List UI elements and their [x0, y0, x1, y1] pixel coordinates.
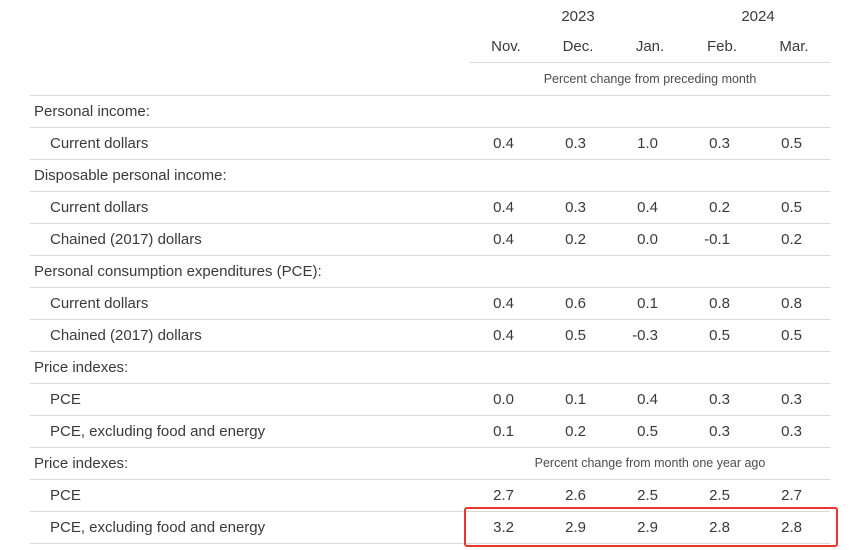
value-cell: -0.3	[614, 319, 686, 352]
value-cell: 2.8	[758, 511, 830, 544]
col-header-nov: Nov.	[470, 32, 542, 63]
value-cell: 1.0	[614, 127, 686, 160]
data-row: PCE, excluding food and energy 3.2 2.9 2.9 2…	[30, 511, 830, 544]
month-header-row: Nov. Dec. Jan. Feb. Mar.	[30, 32, 830, 63]
row-label: Current dollars	[30, 127, 470, 160]
row-label: PCE, excluding food and energy	[30, 415, 470, 448]
row-label: Chained (2017) dollars	[30, 319, 470, 352]
value-cell: 2.6	[542, 479, 614, 512]
header-stub	[30, 32, 470, 62]
value-cell: 2.5	[614, 479, 686, 512]
value-cell: 0.1	[542, 383, 614, 416]
value-cell: 0.5	[614, 415, 686, 448]
section-row: Personal income:	[30, 95, 830, 128]
value-cell: 2.7	[470, 479, 542, 512]
data-row: PCE, excluding food and energy 0.1 0.2 0.5 0…	[30, 415, 830, 448]
header-stub	[30, 62, 470, 96]
year-header-row: 2023 2024	[30, 0, 830, 32]
value-cell: 0.2	[758, 223, 830, 256]
data-row: Current dollars 0.4 0.3 0.4 0.2 0.5	[30, 191, 830, 224]
value-cell: 0.2	[542, 223, 614, 256]
value-cell: 0.4	[614, 191, 686, 224]
header-stub	[30, 0, 470, 32]
row-label: PCE	[30, 479, 470, 512]
row-label: Current dollars	[30, 287, 470, 320]
section-row: Personal consumption expenditures (PCE):	[30, 255, 830, 288]
section-label: Price indexes:	[30, 447, 470, 480]
value-cell: 0.5	[758, 127, 830, 160]
section-row: Disposable personal income:	[30, 159, 830, 192]
year-2023-label: 2023	[561, 7, 595, 25]
value-cell: 0.0	[614, 223, 686, 256]
value-cell: 0.3	[686, 415, 758, 448]
row-label: PCE	[30, 383, 470, 416]
units-note: Percent change from preceding month	[470, 62, 830, 96]
header-spacer	[470, 0, 542, 32]
value-cell: 0.3	[758, 415, 830, 448]
units-note-row: Percent change from preceding month	[30, 62, 830, 96]
section-label: Personal income:	[30, 95, 470, 128]
empty-span-cell	[470, 255, 830, 288]
value-cell: 0.1	[470, 415, 542, 448]
data-row: Chained (2017) dollars 0.4 0.2 0.0 -0.1 0.2	[30, 223, 830, 256]
data-row: PCE 2.7 2.6 2.5 2.5 2.7	[30, 479, 830, 512]
value-cell: 2.9	[542, 511, 614, 544]
value-cell: 0.3	[542, 127, 614, 160]
value-cell: 2.7	[758, 479, 830, 512]
table-body: Personal income: Current dollars 0.4 0.3 1.0…	[30, 95, 830, 544]
data-row: PCE 0.0 0.1 0.4 0.3 0.3	[30, 383, 830, 416]
value-cell: 0.6	[542, 287, 614, 320]
value-cell: 0.8	[686, 287, 758, 320]
value-cell: 0.5	[758, 319, 830, 352]
section-label: Price indexes:	[30, 351, 470, 384]
value-cell: 0.3	[542, 191, 614, 224]
data-row: Current dollars 0.4 0.3 1.0 0.3 0.5	[30, 127, 830, 160]
personal-income-outlays-table: 2023 2024 Nov. Dec. Jan. Feb. Mar. Perce…	[30, 0, 830, 544]
row-label: PCE, excluding food and energy	[30, 511, 470, 544]
value-cell: 0.3	[686, 127, 758, 160]
value-cell: 2.8	[686, 511, 758, 544]
value-cell: 0.4	[614, 383, 686, 416]
units-note-inline: Percent change from month one year ago	[470, 447, 830, 480]
empty-span-cell	[470, 95, 830, 128]
year-2024-label: 2024	[741, 7, 775, 25]
value-cell: 0.2	[686, 191, 758, 224]
value-cell: 0.5	[758, 191, 830, 224]
value-cell: 0.4	[470, 287, 542, 320]
section-row: Price indexes: Percent change from month …	[30, 447, 830, 480]
value-cell: -0.1	[686, 223, 758, 256]
header-spacer	[614, 0, 686, 32]
col-header-dec: Dec.	[542, 32, 614, 63]
value-cell: 0.5	[686, 319, 758, 352]
empty-span-cell	[470, 351, 830, 384]
value-cell: 0.4	[470, 319, 542, 352]
col-header-mar: Mar.	[758, 32, 830, 63]
value-cell: 3.2	[470, 511, 542, 544]
value-cell: 0.4	[470, 223, 542, 256]
value-cell: 2.5	[686, 479, 758, 512]
section-label: Disposable personal income:	[30, 159, 470, 192]
value-cell: 0.2	[542, 415, 614, 448]
value-cell: 0.3	[686, 383, 758, 416]
value-cell: 0.1	[614, 287, 686, 320]
col-header-jan: Jan.	[614, 32, 686, 63]
value-cell: 0.5	[542, 319, 614, 352]
data-row: Current dollars 0.4 0.6 0.1 0.8 0.8	[30, 287, 830, 320]
value-cell: 0.8	[758, 287, 830, 320]
row-label: Chained (2017) dollars	[30, 223, 470, 256]
value-cell: 0.4	[470, 191, 542, 224]
empty-span-cell	[470, 159, 830, 192]
value-cell: 0.4	[470, 127, 542, 160]
section-label: Personal consumption expenditures (PCE):	[30, 255, 470, 288]
data-row: Chained (2017) dollars 0.4 0.5 -0.3 0.5 0.5	[30, 319, 830, 352]
col-header-feb: Feb.	[686, 32, 758, 63]
value-cell: 0.0	[470, 383, 542, 416]
value-cell: 2.9	[614, 511, 686, 544]
row-label: Current dollars	[30, 191, 470, 224]
section-row: Price indexes:	[30, 351, 830, 384]
value-cell: 0.3	[758, 383, 830, 416]
